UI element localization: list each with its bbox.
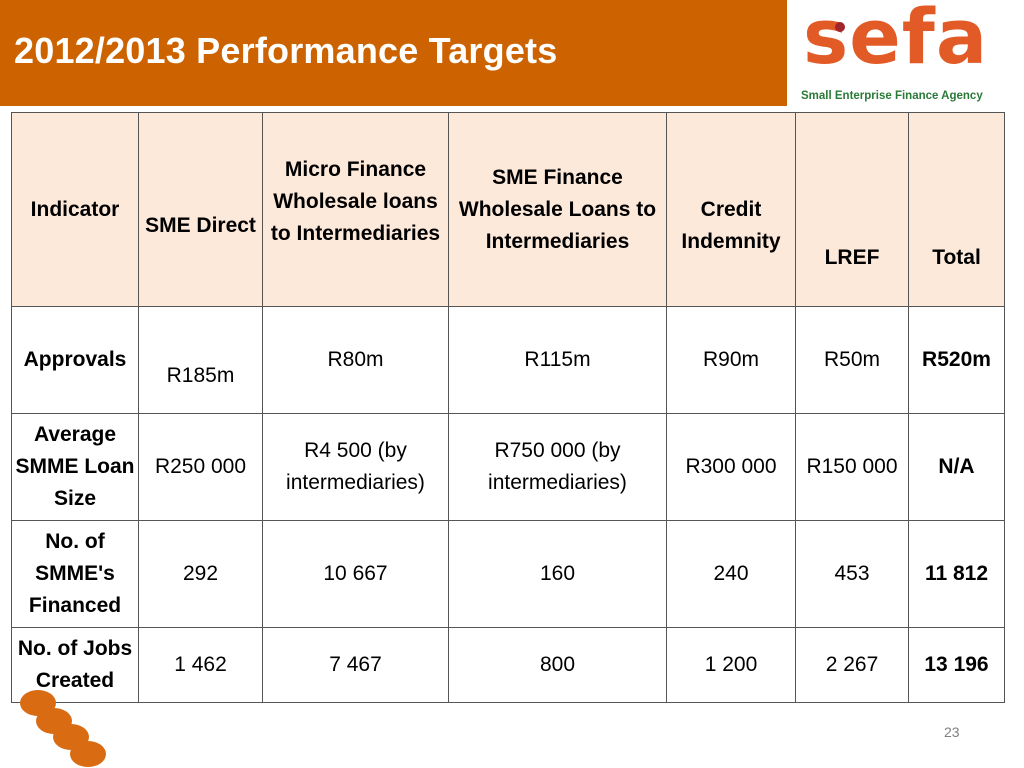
header-sme-direct-label: SME Direct — [145, 213, 256, 237]
slide-title: 2012/2013 Performance Targets — [14, 30, 558, 71]
circle-shape — [70, 741, 106, 767]
table-cell: 2 267 — [795, 627, 909, 703]
table-cell: 292 — [138, 520, 263, 628]
table-cell: 1 462 — [138, 627, 263, 703]
table-cell: 453 — [795, 520, 909, 628]
table-cell: 10 667 — [262, 520, 449, 628]
decorative-circles — [0, 680, 120, 768]
table-cell: R115m — [448, 306, 667, 414]
logo-subtitle: Small Enterprise Finance Agency — [801, 90, 983, 102]
table-cell: R80m — [262, 306, 449, 414]
header-indicator: Indicator — [11, 112, 139, 307]
logo-wordmark: sefa — [803, 0, 989, 81]
table-cell-total: R520m — [908, 306, 1005, 414]
table-cell: 7 467 — [262, 627, 449, 703]
header-lref: LREF — [795, 112, 909, 307]
table-cell: R90m — [666, 306, 796, 414]
header-sme-direct: SME Direct — [138, 112, 263, 307]
table-cell: R50m — [795, 306, 909, 414]
table-header-row: Indicator SME Direct Micro Finance Whole… — [11, 112, 1005, 307]
table-row: No. of SMME's Financed 292 10 667 160 24… — [11, 520, 1005, 628]
header-credit-indemnity: Credit Indemnity — [666, 112, 796, 307]
table-cell: R750 000 (by intermediaries) — [448, 413, 667, 521]
row-label-smmes-financed: No. of SMME's Financed — [11, 520, 139, 628]
table-cell-total: N/A — [908, 413, 1005, 521]
row-label-loan-size: Average SMME Loan Size — [11, 413, 139, 521]
table-cell: 160 — [448, 520, 667, 628]
cell-value: R185m — [166, 364, 235, 387]
table-row: Approvals R185m R80m R115m R90m R50m R52… — [11, 306, 1005, 414]
table-row: Average SMME Loan Size R250 000 R4 500 (… — [11, 413, 1005, 521]
table-cell: R4 500 (by intermediaries) — [262, 413, 449, 521]
header-credit-indemnity-label: Credit Indemnity — [681, 197, 781, 253]
table-cell: 1 200 — [666, 627, 796, 703]
title-bar: 2012/2013 Performance Targets — [0, 0, 787, 106]
table-cell: 800 — [448, 627, 667, 703]
row-label-approvals: Approvals — [11, 306, 139, 414]
table-row: No. of Jobs Created 1 462 7 467 800 1 20… — [11, 627, 1005, 703]
table-cell: 240 — [666, 520, 796, 628]
header-micro-finance-label: Micro Finance Wholesale loans to Interme… — [270, 157, 441, 245]
page-number: 23 — [944, 724, 960, 740]
table-cell: R250 000 — [138, 413, 263, 521]
header-micro-finance: Micro Finance Wholesale loans to Interme… — [262, 112, 449, 307]
performance-table: Indicator SME Direct Micro Finance Whole… — [11, 112, 1005, 703]
header-sme-finance: SME Finance Wholesale Loans to Intermedi… — [448, 112, 667, 307]
sefa-logo: sefa Small Enterprise Finance Agency — [795, 0, 1024, 108]
header-total: Total — [908, 112, 1005, 307]
table-cell-total: 13 196 — [908, 627, 1005, 703]
table-cell: R185m — [138, 306, 263, 414]
table-cell-total: 11 812 — [908, 520, 1005, 628]
table-cell: R150 000 — [795, 413, 909, 521]
logo-dot — [835, 22, 845, 32]
table-cell: R300 000 — [666, 413, 796, 521]
